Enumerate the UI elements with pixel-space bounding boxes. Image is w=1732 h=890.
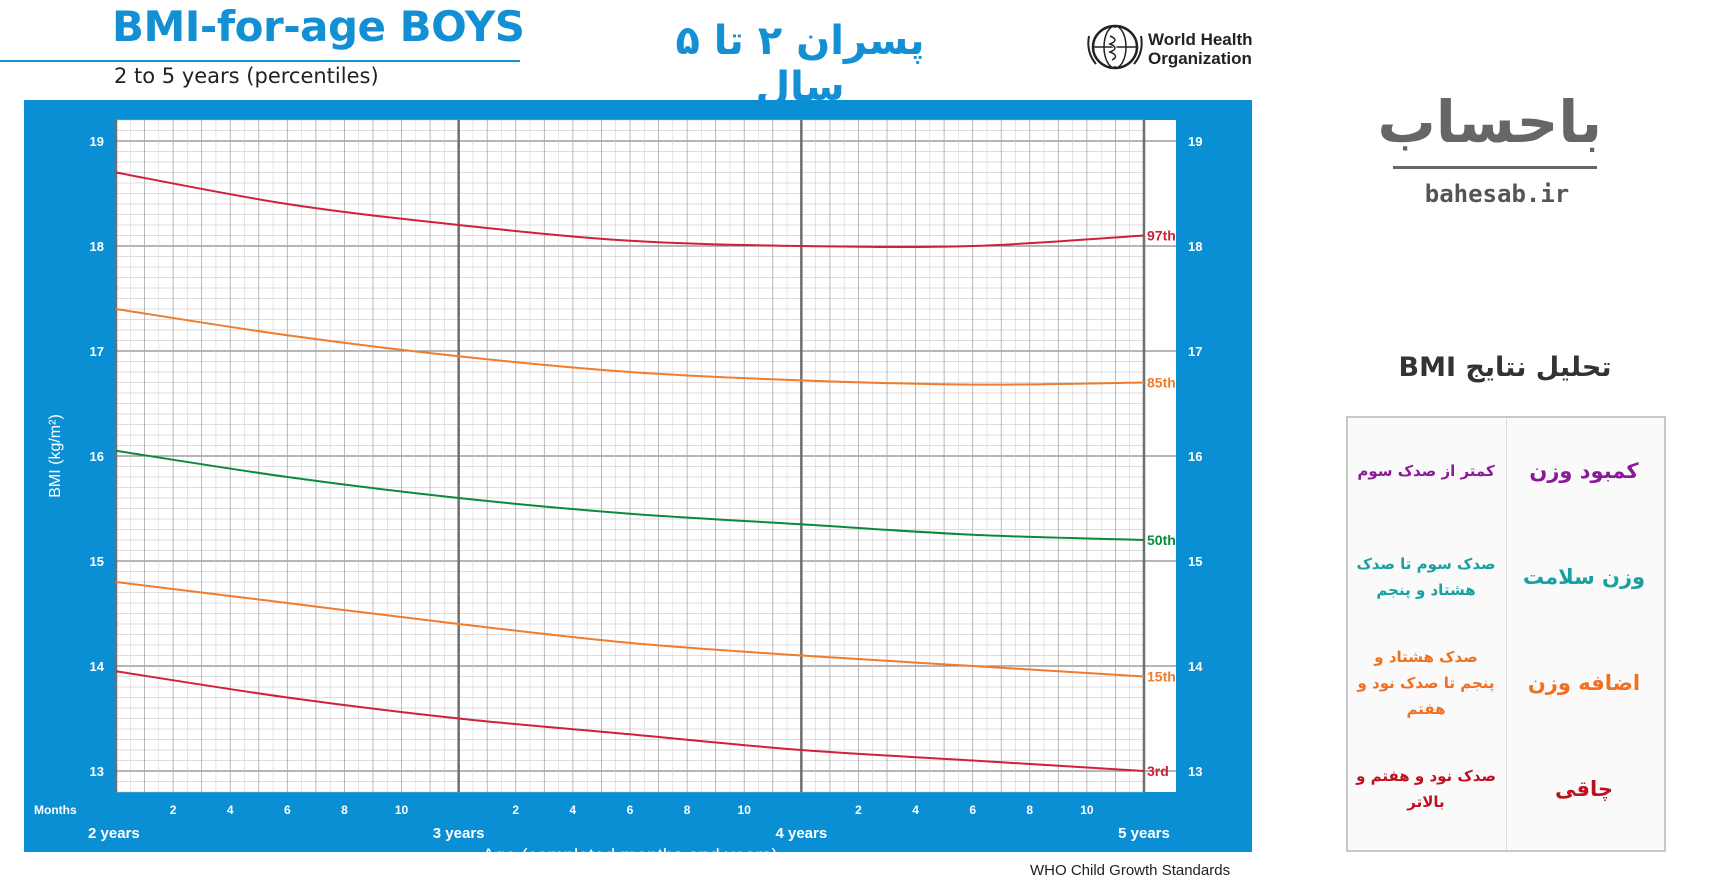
y-tick-label-left: 18 xyxy=(90,239,104,254)
persian-title: پسران ۲ تا ۵ سال xyxy=(675,18,925,110)
category-underweight-desc: کمتر از صدک سوم xyxy=(1357,462,1495,480)
y-tick-label-left: 17 xyxy=(90,344,104,359)
curve-97th xyxy=(115,171,1145,249)
who-globe-icon xyxy=(1087,24,1143,70)
month-tick-label: 4 xyxy=(227,803,234,817)
month-tick-label: 2 xyxy=(512,803,519,817)
who-name-line1: World Health xyxy=(1148,30,1253,49)
table-row-healthy: وزن سلامت صدک سوم تا صدک هشتاد و پنجم xyxy=(1348,524,1664,630)
year-label: 3 years xyxy=(433,825,485,842)
curve-label-97th: 97th xyxy=(1147,228,1176,244)
curve-85th xyxy=(115,308,1145,386)
curve-label-50th: 50th xyxy=(1147,532,1176,548)
month-tick-label: 8 xyxy=(684,803,691,817)
month-tick-label: 6 xyxy=(969,803,976,817)
y-axis-label: BMI (kg/m²) xyxy=(47,414,64,498)
curve-50th xyxy=(115,449,1145,541)
year-label: 2 years xyxy=(88,825,140,842)
analysis-title: تحلیل نتایج BMI xyxy=(1398,352,1612,383)
footer-source: WHO Child Growth Standards xyxy=(1030,862,1231,879)
bmi-chart: 13 13 14 14 15 15 16 16 17 17 18 18 19 19 BMI (kg/m²) M… xyxy=(34,119,1203,852)
y-tick-label-right: 13 xyxy=(1188,764,1202,779)
y-tick-label-right: 16 xyxy=(1188,449,1202,464)
category-healthy-desc: صدک سوم تا صدک هشتاد و پنجم xyxy=(1356,555,1496,599)
who-name-line2: Organization xyxy=(1148,49,1252,68)
category-overweight-desc: صدک هشتاد و پنجم تا صدک نود و هفتم xyxy=(1357,648,1495,718)
month-tick-label: 6 xyxy=(284,803,291,817)
month-tick-label: 8 xyxy=(1026,803,1033,817)
category-healthy: وزن سلامت xyxy=(1522,565,1646,589)
year-label: 4 years xyxy=(775,825,827,842)
table-row-obese: چاقی صدک نود و هفتم و بالاتر xyxy=(1348,736,1664,842)
months-label: Months xyxy=(34,803,77,817)
table-row-underweight: کمبود وزن کمتر از صدک سوم xyxy=(1348,418,1664,524)
who-organization-name: World Health Organization xyxy=(1148,30,1253,68)
title-underline xyxy=(0,60,520,62)
table-divider xyxy=(1506,418,1507,850)
table-row-overweight: اضافه وزن صدک هشتاد و پنجم تا صدک نود و … xyxy=(1348,630,1664,736)
month-tick-label: 10 xyxy=(1080,803,1094,817)
month-tick-label: 8 xyxy=(341,803,348,817)
month-tick-label: 4 xyxy=(570,803,577,817)
category-obese: چاقی xyxy=(1554,777,1614,801)
y-tick-label-left: 19 xyxy=(90,134,104,149)
month-tick-label: 2 xyxy=(170,803,177,817)
curve-label-85th: 85th xyxy=(1147,375,1176,391)
curve-label-3rd: 3rd xyxy=(1147,763,1169,779)
y-tick-label-left: 16 xyxy=(90,449,104,464)
chart-labels: 13 13 14 14 15 15 16 16 17 17 18 18 19 19 BMI (kg/m²) M… xyxy=(34,134,1203,852)
chart-panel: 13 13 14 14 15 15 16 16 17 17 18 18 19 19 BMI (kg/m²) M… xyxy=(24,100,1252,852)
curve-3rd xyxy=(115,670,1145,772)
category-overweight: اضافه وزن xyxy=(1527,671,1641,695)
month-tick-label: 2 xyxy=(855,803,862,817)
month-tick-label: 10 xyxy=(395,803,409,817)
category-underweight: کمبود وزن xyxy=(1529,459,1639,483)
curve-label-15th: 15th xyxy=(1147,669,1176,685)
month-tick-label: 4 xyxy=(912,803,919,817)
chart-subtitle: 2 to 5 years (percentiles) xyxy=(114,64,379,88)
y-tick-label-right: 14 xyxy=(1188,659,1203,674)
percentile-curves xyxy=(115,171,1145,772)
month-tick-label: 10 xyxy=(738,803,752,817)
year-label: 5 years xyxy=(1118,825,1170,842)
y-tick-label-left: 14 xyxy=(90,659,105,674)
y-tick-label-left: 13 xyxy=(90,764,104,779)
bahesab-logo: باحساب xyxy=(1377,88,1602,156)
chart-grid xyxy=(114,119,1176,793)
y-tick-label-right: 18 xyxy=(1188,239,1202,254)
y-tick-label-right: 17 xyxy=(1188,344,1202,359)
y-tick-label-right: 19 xyxy=(1188,134,1202,149)
bahesab-url: bahesab.ir xyxy=(1424,180,1570,208)
bmi-analysis-table: کمبود وزن کمتر از صدک سوم وزن سلامت صدک … xyxy=(1346,416,1666,852)
x-axis-label: Age (completed months and years) xyxy=(482,846,778,852)
y-tick-label-left: 15 xyxy=(90,554,104,569)
chart-title: BMI-for-age BOYS xyxy=(112,2,525,51)
month-tick-label: 6 xyxy=(627,803,634,817)
brand-underline xyxy=(1393,166,1597,169)
curve-15th xyxy=(115,581,1145,678)
category-obese-desc: صدک نود و هفتم و بالاتر xyxy=(1356,767,1496,811)
y-tick-label-right: 15 xyxy=(1188,554,1202,569)
